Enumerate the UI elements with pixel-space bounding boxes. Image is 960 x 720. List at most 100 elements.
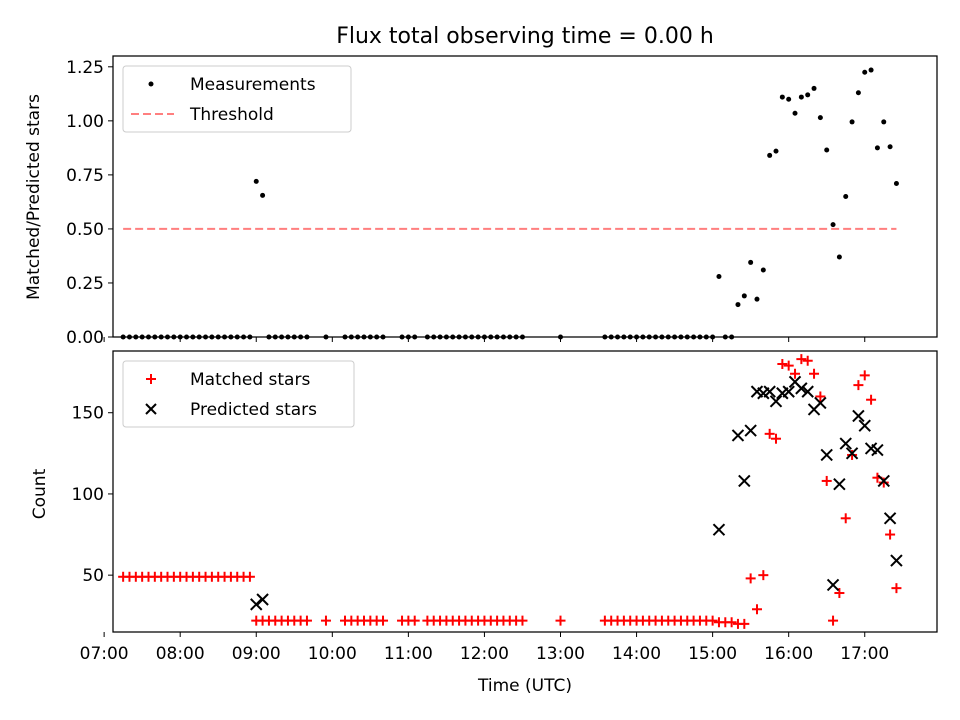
predicted-star-point	[845, 447, 859, 460]
chart-title: Flux total observing time = 0.00 h	[336, 24, 714, 49]
measurement-point	[805, 92, 811, 98]
measurement-point	[754, 296, 760, 302]
measurement-point	[849, 119, 855, 125]
matched-star-point	[809, 368, 820, 379]
matched-star-point	[834, 588, 845, 599]
matched-star-point	[815, 391, 826, 402]
matched-star-point	[301, 615, 312, 626]
matched-star-point	[847, 449, 858, 460]
legend-box-top	[122, 65, 352, 133]
matched-star-point	[764, 428, 775, 439]
x-axis-ticks-bottom: 07:00 08:00 09:00 10:00 11:00 12:00 13:00 14:00…	[80, 632, 889, 664]
matched-star-point	[751, 604, 762, 615]
plot-area-top	[112, 55, 938, 338]
matched-star-point	[783, 360, 794, 371]
matched-star-point	[745, 573, 756, 584]
x-axis-label: Time (UTC)	[477, 676, 572, 696]
predicted-star-point	[712, 523, 726, 536]
measurement-point	[868, 67, 874, 73]
matched-star-point	[840, 513, 851, 524]
x-tick-label: 11:00	[384, 644, 433, 664]
measurement-point	[253, 178, 259, 184]
measurements-series	[120, 67, 899, 340]
measurement-point	[798, 94, 804, 100]
matched-star-point	[378, 615, 389, 626]
predicted-star-point	[814, 396, 827, 410]
matched-star-point	[878, 477, 889, 488]
matched-star-point	[790, 368, 801, 379]
y-tick-label: 0.00	[66, 328, 104, 348]
matched-star-point	[555, 615, 566, 626]
y-axis-ticks-bottom: 50 100 150	[72, 404, 113, 586]
predicted-star-point	[738, 474, 751, 488]
x-tick-label: 13:00	[536, 644, 585, 664]
x-tick-label: 16:00	[764, 644, 813, 664]
x-tick-label: 15:00	[688, 644, 737, 664]
y-tick-label: 100	[72, 485, 104, 505]
measurement-point	[862, 69, 868, 75]
matched-star-point	[739, 618, 750, 629]
star-count-panel: 50 100 150 07:00 08:00 09:00 10:00 11:00 12:00 1…	[30, 350, 938, 696]
predicted-star-point	[256, 593, 269, 606]
x-tick-label: 08:00	[156, 644, 205, 664]
measurement-point	[767, 152, 773, 158]
x-tick-label: 07:00	[80, 644, 129, 664]
matched-star-point	[320, 615, 331, 626]
predicted-star-point	[839, 437, 852, 450]
y-tick-label: 1.25	[66, 58, 104, 78]
flux-ratio-panel: Flux total observing time = 0.00 h 0.00 0…	[24, 24, 938, 348]
y-axis-label-bottom: Count	[30, 468, 50, 519]
predicted-star-point	[769, 395, 783, 408]
legend-label-predicted: Predicted stars	[190, 400, 317, 420]
matched-star-point	[866, 394, 877, 405]
measurement-point	[741, 293, 747, 299]
plot-area-bottom	[112, 350, 938, 633]
matched-legend-marker	[146, 374, 156, 384]
matched-star-point	[707, 615, 718, 626]
measurement-point	[855, 90, 861, 96]
predicted-star-point	[883, 512, 897, 525]
matched-star-point	[821, 475, 832, 486]
matched-star-point	[409, 615, 420, 626]
predicted-stars-series	[250, 375, 903, 611]
x-tick-label: 14:00	[612, 644, 661, 664]
legend-top: Measurements Threshold	[122, 65, 352, 133]
legend-label-matched: Matched stars	[190, 370, 310, 390]
y-axis-label-top: Matched/Predicted stars	[24, 94, 44, 300]
predicted-star-point	[744, 424, 757, 437]
measurement-point	[735, 302, 741, 308]
matched-star-point	[771, 433, 782, 444]
matched-star-point	[244, 571, 255, 582]
matched-star-point	[891, 583, 902, 594]
x-tick-label: 17:00	[840, 644, 889, 664]
matched-star-point	[796, 354, 807, 365]
matched-star-point	[828, 615, 839, 626]
matched-star-point	[885, 529, 896, 540]
predicted-star-point	[795, 382, 808, 395]
predicted-star-point	[890, 554, 903, 567]
matched-stars-series	[118, 354, 902, 629]
predicted-star-point	[833, 477, 846, 491]
measurement-point	[786, 96, 792, 102]
measurement-point	[792, 110, 798, 116]
measurement-point	[773, 148, 779, 154]
predicted-star-point	[877, 474, 890, 488]
legend-box-bottom	[122, 360, 355, 428]
predicted-star-point	[763, 385, 776, 398]
measurement-point	[836, 254, 842, 260]
measurement-point	[874, 145, 880, 151]
y-tick-label: 0.75	[66, 166, 104, 186]
measurement-point	[260, 192, 266, 198]
y-tick-label: 0.50	[66, 220, 104, 240]
legend-bottom: Matched stars Predicted stars	[122, 360, 355, 428]
predicted-star-point	[826, 578, 840, 592]
x-tick-label: 10:00	[308, 644, 357, 664]
y-tick-label: 150	[72, 404, 104, 424]
predicted-star-point	[782, 385, 795, 398]
x-tick-label: 09:00	[232, 644, 281, 664]
predicted-star-point	[871, 443, 884, 457]
y-tick-label: 1.00	[66, 112, 104, 132]
measurement-point	[716, 273, 722, 279]
y-tick-label: 0.25	[66, 274, 104, 294]
predicted-star-point	[820, 448, 833, 462]
